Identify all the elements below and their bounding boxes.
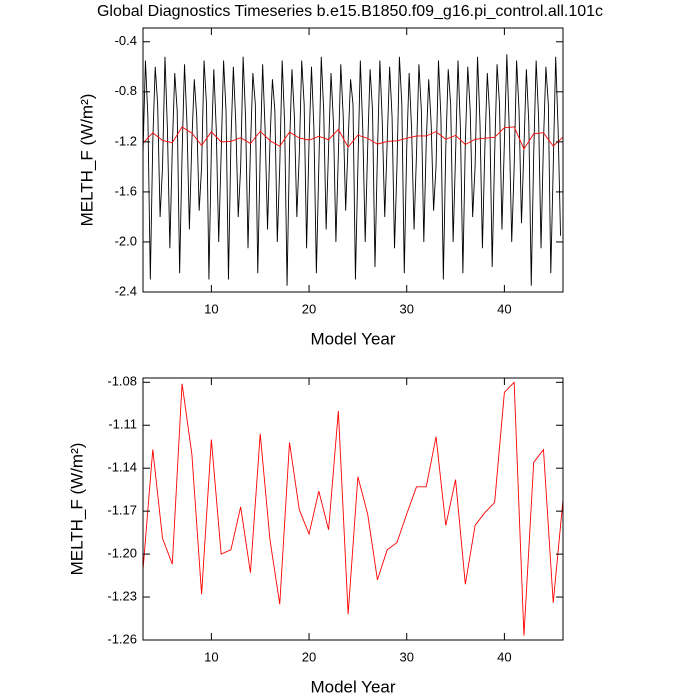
plot-frame — [142, 27, 564, 293]
y-tick-label: -2.4 — [115, 283, 137, 298]
y-axis-label: MELTH_F (W/m²) — [67, 443, 86, 576]
x-tick-label: 40 — [497, 649, 511, 664]
y-tick-label: -1.11 — [108, 417, 137, 432]
x-tick-label: 40 — [497, 301, 511, 316]
y-tick-label: -1.2 — [115, 133, 137, 148]
y-tick-label: -1.6 — [115, 183, 137, 198]
y-tick-label: -1.26 — [107, 631, 137, 646]
y-tick-label: -1.20 — [107, 546, 137, 561]
y-tick-label: -1.17 — [107, 503, 137, 518]
x-tick-label: 10 — [204, 301, 218, 316]
x-tick-label: 30 — [399, 649, 413, 664]
data-line — [142, 54, 562, 286]
x-tick-label: 10 — [204, 649, 218, 664]
y-axis-label: MELTH_F (W/m²) — [77, 94, 96, 227]
x-axis-label: Model Year — [310, 677, 395, 696]
x-tick-label: 20 — [302, 301, 316, 316]
x-tick-label: 30 — [399, 301, 413, 316]
y-tick-label: -1.14 — [107, 460, 137, 475]
y-tick-label: -2.0 — [115, 233, 137, 248]
data-line — [142, 381, 564, 636]
y-tick-label: -1.23 — [107, 588, 137, 603]
x-axis-label: Model Year — [310, 329, 395, 348]
x-tick-label: 20 — [302, 649, 316, 664]
y-tick-label: -0.4 — [115, 33, 137, 48]
y-tick-label: -1.08 — [107, 374, 137, 389]
y-tick-label: -0.8 — [115, 83, 137, 98]
data-line — [142, 126, 564, 150]
plot-frame — [142, 377, 564, 641]
chart-title: Global Diagnostics Timeseries b.e15.B185… — [97, 3, 603, 20]
